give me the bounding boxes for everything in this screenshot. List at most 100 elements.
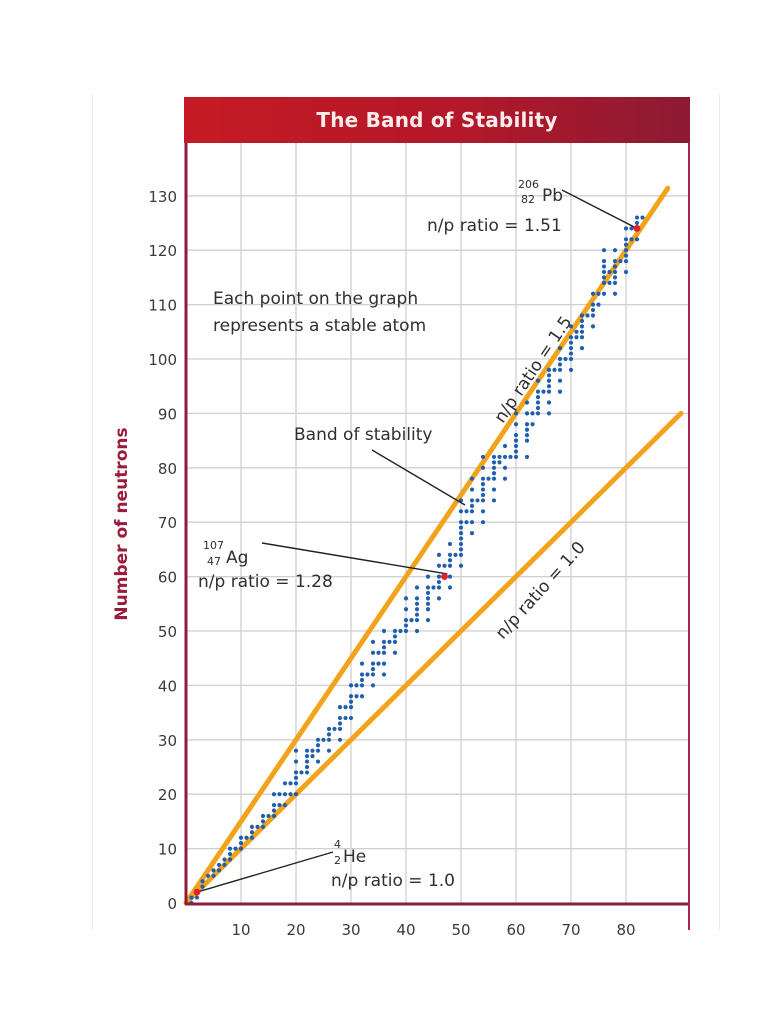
stable-atom-point [205, 873, 211, 878]
stable-atom-point [557, 367, 563, 372]
stable-atom-point [607, 280, 612, 285]
stable-atom-point [348, 699, 354, 704]
stable-atom-point [414, 612, 420, 617]
stable-atom-point [227, 857, 233, 862]
stable-atom-point [244, 835, 249, 840]
stable-atom-point [249, 830, 255, 835]
stable-atom-point [601, 264, 607, 269]
stable-atom-point [337, 715, 343, 721]
y-tick-label: 120 [148, 242, 177, 260]
stable-atom-point [315, 759, 321, 764]
stable-atom-point [304, 759, 310, 764]
stable-atom-point [601, 291, 607, 296]
he-mass-number: 4 [334, 838, 341, 851]
stable-atom-point [530, 422, 535, 427]
stable-atom-point [370, 672, 376, 677]
stable-atom-point [359, 694, 365, 699]
stable-atom-point [524, 400, 530, 405]
stable-atom-point [612, 280, 618, 285]
stable-atom-point [469, 520, 475, 525]
x-tick-label: 40 [396, 921, 415, 939]
leader-line [261, 542, 448, 575]
stable-atom-point [425, 590, 431, 596]
leader-line [196, 851, 334, 893]
stable-atom-point [469, 476, 475, 481]
stable-atom-point [227, 851, 233, 857]
stable-atom-point [524, 454, 530, 460]
stable-atom-point [414, 628, 420, 634]
stable-atom-point [222, 862, 227, 868]
stable-atom-point [436, 552, 442, 557]
stable-atom-point [568, 356, 574, 362]
stable-atom-point [552, 367, 557, 372]
stable-atom-point [326, 732, 332, 737]
stable-atom-point [299, 770, 304, 775]
stable-atom-point [568, 367, 574, 372]
y-tick-label: 90 [158, 405, 177, 423]
stable-atom-point [502, 465, 508, 470]
stable-atom-point [601, 280, 607, 285]
stable-atom-point [359, 683, 365, 688]
stable-atom-point [469, 503, 475, 508]
stable-atom-point [414, 601, 420, 606]
stable-atom-point [282, 802, 288, 808]
x-axis-ticks: 10 20 30 40 50 60 70 80 [231, 921, 635, 939]
he-atomic-number: 2 [334, 854, 341, 867]
stable-atom-point [513, 433, 519, 438]
stable-atom-point [337, 705, 343, 710]
stable-atom-point [546, 384, 552, 389]
stable-atom-point [557, 362, 563, 367]
stable-atom-point [491, 498, 497, 503]
stable-atom-point [458, 525, 464, 530]
stable-atom-point [618, 258, 623, 264]
stable-atom-point [524, 433, 530, 438]
stable-atom-points [189, 215, 645, 906]
stable-atom-point [194, 895, 200, 900]
stable-atom-point [337, 721, 343, 726]
stable-atom-point [354, 683, 359, 688]
stable-atom-point [189, 895, 194, 900]
x-tick-label: 50 [451, 921, 470, 939]
stable-atom-point [425, 607, 431, 612]
stable-atom-point [337, 726, 343, 732]
stable-atom-point [464, 509, 469, 514]
stable-atom-point [574, 329, 579, 334]
reference-line [183, 410, 684, 906]
stable-atom-point [211, 873, 216, 878]
stable-atom-point [436, 579, 442, 585]
stable-atom-point [480, 520, 486, 525]
stable-atom-point [590, 291, 596, 296]
stable-atom-point [623, 269, 629, 275]
stable-atom-point [491, 471, 497, 476]
stable-atom-point [541, 389, 546, 394]
band-of-stability-label: Band of stability [294, 425, 432, 445]
chart-title: The Band of Stability [184, 97, 690, 143]
stable-atom-point [568, 346, 574, 351]
stable-atom-point [414, 585, 420, 590]
stable-atom-point [491, 465, 497, 470]
stable-atom-point [310, 748, 315, 753]
y-tick-label: 80 [158, 460, 177, 478]
stable-atom-point [326, 737, 332, 742]
stable-atom-point [546, 373, 552, 378]
stable-atom-point [409, 618, 414, 623]
stable-atom-point [546, 400, 552, 405]
stable-atom-point [612, 291, 618, 296]
stable-atom-point [524, 438, 530, 443]
stable-atom-point [612, 248, 618, 253]
stable-atom-point [491, 460, 497, 465]
ag-symbol: Ag [226, 548, 248, 568]
stable-atom-point [392, 650, 398, 655]
stable-atom-point [249, 824, 255, 829]
stable-atom-point [442, 563, 447, 568]
stable-atom-point [293, 770, 299, 775]
stable-atom-point [491, 454, 497, 460]
stable-atom-point [612, 258, 618, 264]
stable-atom-point [458, 547, 464, 552]
stable-atom-point [469, 509, 475, 514]
y-tick-label: 130 [148, 188, 177, 206]
stable-atom-point [535, 389, 541, 394]
ratio-1-5-line-label: n/p ratio = 1.5 [491, 313, 577, 427]
stable-atom-point [359, 677, 365, 683]
stable-atom-point [458, 552, 464, 557]
